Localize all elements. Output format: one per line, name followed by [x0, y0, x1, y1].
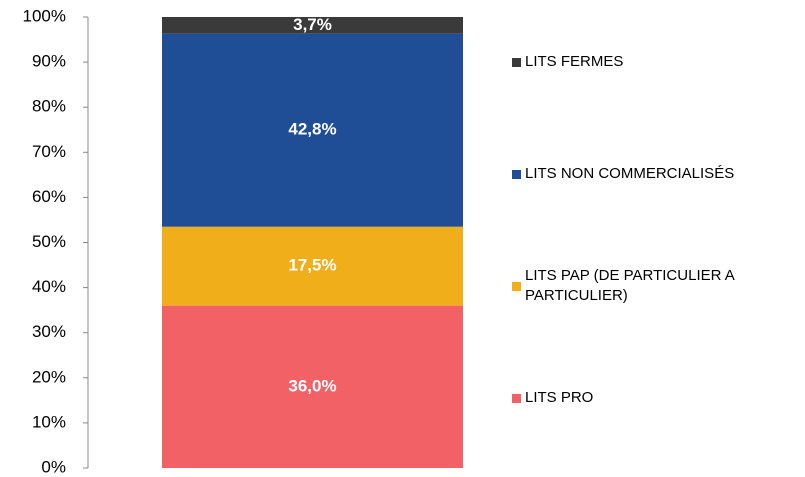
- y-tick-label: 60%: [32, 187, 66, 206]
- bar-segment: [162, 226, 463, 306]
- legend-label: LITS PAP (DE PARTICULIER A PARTICULIER): [525, 267, 734, 304]
- legend-entry: LITS NON COMMERCIALISÉS: [512, 118, 802, 230]
- legend-label: LITS PRO: [525, 389, 594, 406]
- y-tick-label: 30%: [32, 322, 66, 341]
- bar-segment: [162, 17, 463, 34]
- legend: LITS FERMES LITS NON COMMERCIALISÉS LITS P…: [512, 6, 802, 454]
- data-label: 17,5%: [288, 256, 336, 275]
- data-label: 3,7%: [293, 15, 332, 34]
- y-tick-label: 10%: [32, 412, 66, 431]
- legend-swatch: [512, 393, 521, 403]
- legend-swatch: [512, 281, 521, 291]
- bar-segment: [162, 33, 463, 227]
- data-label: 42,8%: [288, 120, 336, 139]
- legend-label: LITS NON COMMERCIALISÉS: [525, 165, 735, 182]
- bar-segment: [162, 305, 463, 468]
- y-tick-label: 0%: [41, 457, 66, 476]
- y-tick-label: 80%: [32, 97, 66, 116]
- y-tick-label: 40%: [32, 277, 66, 296]
- y-tick-label: 20%: [32, 367, 66, 386]
- y-tick-label: 90%: [32, 52, 66, 71]
- legend-entry: LITS PAP (DE PARTICULIER A PARTICULIER): [512, 230, 802, 342]
- legend-entry: LITS PRO: [512, 342, 802, 454]
- data-label: 36,0%: [288, 376, 336, 395]
- y-tick-label: 50%: [32, 232, 66, 251]
- legend-entry: LITS FERMES: [512, 6, 802, 118]
- y-tick-label: 70%: [32, 142, 66, 161]
- legend-swatch: [512, 169, 521, 179]
- legend-swatch: [512, 57, 521, 67]
- legend-label: LITS FERMES: [525, 53, 624, 70]
- y-tick-label: 100%: [23, 6, 66, 25]
